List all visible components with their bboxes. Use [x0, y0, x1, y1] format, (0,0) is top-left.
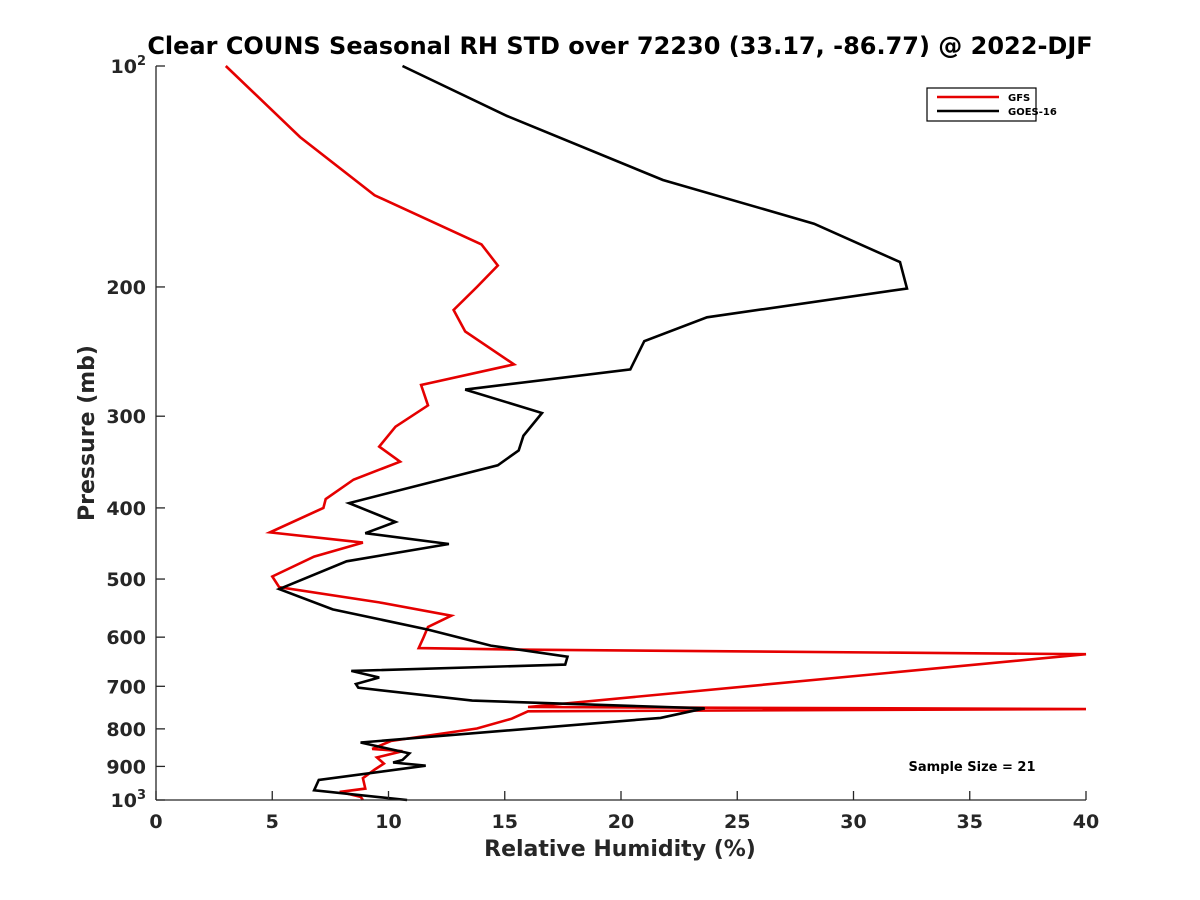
- legend: GFS GOES-16: [926, 87, 1057, 122]
- x-tick-label: 15: [492, 811, 518, 833]
- x-tick-label: 0: [149, 811, 162, 833]
- series-line-goes-16: [275, 64, 909, 802]
- x-axis-label: Relative Humidity (%): [484, 837, 756, 862]
- y-tick-label: 300: [106, 406, 146, 428]
- x-tick-label: 40: [1073, 811, 1099, 833]
- chart-title: Clear COUNS Seasonal RH STD over 72230 (…: [147, 32, 1092, 60]
- y-tick-label: 102: [111, 54, 147, 78]
- x-tick-label: 25: [724, 811, 750, 833]
- x-tick-label: 35: [957, 811, 983, 833]
- y-tick-label: 500: [106, 569, 146, 591]
- legend-box: [926, 87, 1037, 122]
- y-tick-label: 700: [106, 676, 146, 698]
- y-tick-label: 600: [106, 627, 146, 649]
- y-tick-label: 103: [111, 788, 147, 812]
- sample-size-annotation: Sample Size = 21: [908, 760, 1035, 775]
- series-line-gfs: [224, 65, 1087, 801]
- y-tick-label: 800: [106, 719, 146, 741]
- y-axis-label: Pressure (mb): [75, 345, 100, 521]
- legend-label-goes-16: GOES-16: [1008, 107, 1057, 118]
- x-tick-label: 30: [840, 811, 866, 833]
- y-tick-label: 900: [106, 756, 146, 778]
- legend-label-gfs: GFS: [1008, 93, 1030, 104]
- x-tick-label: 5: [266, 811, 279, 833]
- x-tick-label: 20: [608, 811, 634, 833]
- x-tick-label: 10: [375, 811, 401, 833]
- y-tick-label: 200: [106, 277, 146, 299]
- y-tick-label: 400: [106, 498, 146, 520]
